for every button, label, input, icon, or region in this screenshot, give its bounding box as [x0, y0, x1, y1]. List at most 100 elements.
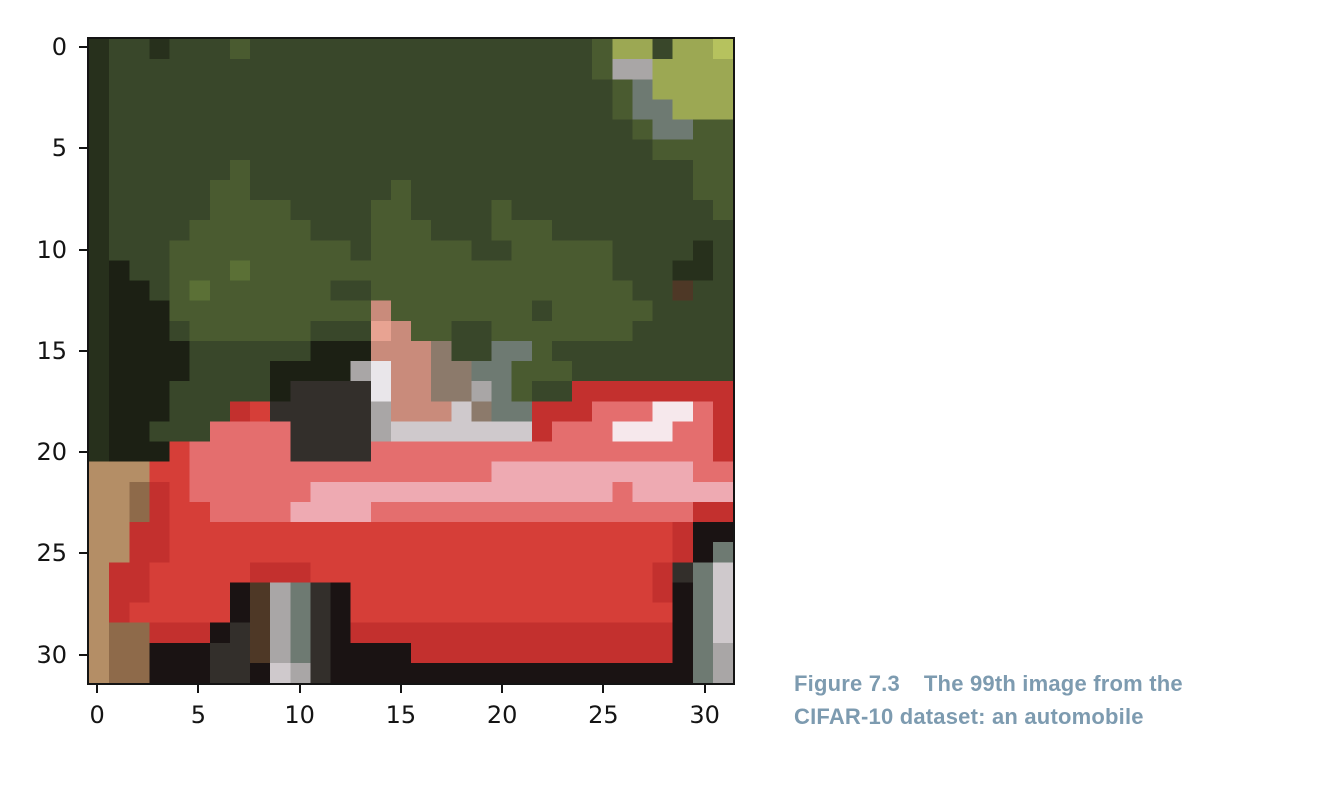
pixel-cell	[250, 381, 271, 402]
pixel-cell	[390, 361, 412, 382]
pixel-cell	[250, 642, 271, 664]
pixel-cell	[692, 381, 714, 402]
pixel-cell	[149, 159, 170, 181]
pixel-cell	[250, 320, 271, 342]
pixel-cell	[692, 562, 714, 583]
pixel-cell	[250, 622, 271, 644]
pixel-cell	[632, 401, 653, 422]
pixel-cell	[109, 361, 130, 382]
pixel-cell	[149, 260, 170, 281]
pixel-cell	[632, 361, 653, 382]
pixel-cell	[330, 240, 352, 261]
pixel-cell	[350, 99, 372, 120]
pixel-cell	[209, 602, 231, 624]
pixel-cell	[612, 622, 633, 644]
pixel-cell	[109, 139, 130, 161]
pixel-cell	[350, 300, 372, 322]
pixel-cell	[189, 260, 211, 281]
pixel-cell	[89, 200, 110, 221]
pixel-cell	[712, 119, 733, 141]
pixel-cell	[390, 662, 412, 683]
pixel-cell	[491, 340, 513, 362]
y-tick-label: 25	[36, 539, 67, 568]
pixel-cell	[692, 280, 714, 302]
pixel-cell	[491, 320, 513, 342]
pixel-cell	[471, 501, 492, 523]
pixel-cell	[592, 421, 613, 442]
pixel-cell	[632, 602, 653, 624]
pixel-cell	[189, 461, 211, 483]
pixel-cell	[431, 361, 452, 382]
y-tick-mark	[79, 349, 87, 352]
pixel-cell	[411, 260, 432, 281]
pixel-cell	[712, 642, 733, 664]
pixel-cell	[411, 300, 432, 322]
pixel-cell	[330, 602, 352, 624]
pixel-cell	[411, 642, 432, 664]
pixel-cell	[290, 300, 311, 322]
pixel-cell	[531, 79, 553, 100]
pixel-cell	[692, 642, 714, 664]
pixel-cell	[290, 582, 311, 603]
pixel-cell	[370, 300, 392, 322]
pixel-cell	[370, 622, 392, 644]
y-tick-mark	[79, 653, 87, 656]
pixel-cell	[89, 340, 110, 362]
pixel-cell	[451, 602, 472, 624]
pixel-cell	[149, 179, 170, 201]
pixel-cell	[109, 200, 130, 221]
pixel-cell	[250, 179, 271, 201]
pixel-cell	[511, 662, 533, 683]
pixel-cell	[491, 220, 513, 241]
pixel-cell	[471, 481, 492, 503]
pixel-cell	[672, 381, 694, 402]
pixel-cell	[189, 240, 211, 261]
y-tick-mark	[79, 451, 87, 454]
pixel-cell	[149, 280, 170, 302]
pixel-cell	[270, 421, 291, 442]
x-tick-label: 5	[190, 701, 207, 729]
pixel-cell	[712, 139, 733, 161]
pixel-cell	[491, 602, 513, 624]
pixel-cell	[451, 220, 472, 241]
pixel-cell	[652, 340, 674, 362]
pixel-cell	[672, 340, 694, 362]
y-tick-mark	[79, 552, 87, 555]
pixel-cell	[712, 200, 733, 221]
pixel-cell	[652, 501, 674, 523]
pixel-cell	[712, 179, 733, 201]
pixel-cell	[109, 381, 130, 402]
pixel-cell	[129, 441, 150, 463]
pixel-cell	[370, 99, 392, 120]
x-tick-label: 20	[486, 701, 518, 729]
pixel-cell	[270, 562, 291, 583]
pixel-cell	[471, 522, 492, 543]
pixel-cell	[129, 340, 150, 362]
pixel-cell	[310, 642, 331, 664]
pixel-cell	[330, 159, 352, 181]
pixel-cell	[692, 602, 714, 624]
pixel-cell	[612, 461, 633, 483]
pixel-cell	[390, 320, 412, 342]
pixel-cell	[491, 421, 513, 442]
pixel-cell	[129, 79, 150, 100]
pixel-cell	[652, 361, 674, 382]
pixel-cell	[592, 441, 613, 463]
pixel-cell	[129, 200, 150, 221]
pixel-cell	[612, 582, 633, 603]
pixel-cell	[431, 401, 452, 422]
pixel-cell	[109, 441, 130, 463]
pixel-cell	[672, 622, 694, 644]
pixel-cell	[229, 179, 251, 201]
pixel-cell	[370, 361, 392, 382]
pixel-cell	[370, 562, 392, 583]
pixel-cell	[89, 662, 110, 683]
pixel-cell	[632, 381, 653, 402]
pixel-cell	[692, 320, 714, 342]
pixel-cell	[229, 401, 251, 422]
pixel-cell	[632, 461, 653, 483]
pixel-cell	[129, 159, 150, 181]
pixel-cell	[129, 662, 150, 683]
pixel-cell	[551, 602, 573, 624]
pixel-cell	[572, 240, 593, 261]
